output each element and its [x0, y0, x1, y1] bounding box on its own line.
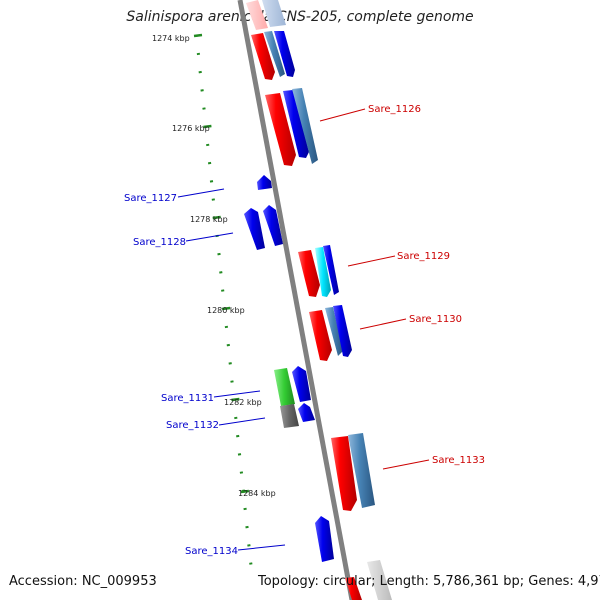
- gene-arrow-sare-1129-b: [315, 247, 331, 297]
- genome-backbone: [237, 0, 355, 600]
- minor-tick: [202, 107, 206, 110]
- leader-sare-1129: [347, 255, 396, 267]
- gene-labels: Sare_1126 Sare_1127 Sare_1128 Sare_1129 …: [124, 104, 485, 557]
- leader-sare-1126: [319, 108, 366, 122]
- minor-tick: [226, 343, 230, 347]
- leader-sare-1134: [237, 544, 286, 551]
- gene-arrow-sare-1125-c: [274, 31, 295, 77]
- minor-tick: [228, 362, 232, 365]
- major-tick-track: [193, 33, 250, 494]
- gene-arrow-sare-1128-a: [244, 208, 265, 250]
- major-tick: [203, 124, 212, 129]
- map-title: Salinispora arenicola CNS-205, complete …: [126, 9, 474, 25]
- major-tick: [231, 397, 240, 402]
- gene-arrow-sare-1126-b: [283, 90, 309, 158]
- minor-tick: [230, 380, 234, 383]
- leader-sare-1132: [218, 417, 266, 426]
- minor-tick: [209, 180, 214, 183]
- major-tick: [240, 489, 250, 494]
- gene-arrow-sare-1133-a: [331, 436, 357, 511]
- tick-label-1274: 1274 kbp: [152, 34, 190, 43]
- gene-label-sare-1128[interactable]: Sare_1128: [133, 237, 186, 248]
- leader-sare-1127: [177, 188, 225, 198]
- gene-label-sare-1134[interactable]: Sare_1134: [185, 546, 238, 557]
- gene-arrow-bottom-pale-a: [367, 560, 392, 600]
- reverse-genes: [244, 175, 334, 562]
- gene-arrow-sare-1125-b: [264, 31, 285, 77]
- tick-label-1282: 1282 kbp: [224, 398, 262, 407]
- minor-tick: [207, 161, 212, 165]
- gene-arrow-sare-1131-a: [274, 368, 295, 406]
- gene-arrow-top-pale-a: [246, 0, 268, 30]
- gene-label-sare-1132[interactable]: Sare_1132: [166, 420, 219, 431]
- gene-label-sare-1129[interactable]: Sare_1129: [397, 251, 450, 262]
- gene-arrow-bottom-red: [345, 577, 362, 600]
- gene-arrow-sare-1128-b: [263, 205, 283, 246]
- gene-label-sare-1126[interactable]: Sare_1126: [368, 104, 421, 115]
- gene-arrow-sare-1127: [257, 175, 272, 190]
- gene-arrow-sare-1133-b: [348, 433, 375, 508]
- minor-tick: [221, 289, 225, 292]
- gene-arrow-sare-1132-a: [280, 404, 299, 428]
- minor-tick: [236, 434, 240, 438]
- forward-genes: [246, 0, 392, 600]
- leader-sare-1130: [359, 318, 407, 330]
- minor-tick: [239, 471, 244, 474]
- minor-tick: [249, 562, 253, 565]
- genome-summary: Topology: circular; Length: 5,786,361 bp…: [258, 574, 600, 589]
- tick-label-1280: 1280 kbp: [207, 306, 245, 315]
- gene-arrow-sare-1129-c: [323, 245, 339, 295]
- major-tick: [212, 215, 221, 220]
- minor-tick: [211, 198, 215, 201]
- minor-tick: [219, 271, 223, 274]
- tick-label-1276: 1276 kbp: [172, 124, 210, 133]
- gene-arrow-sare-1130-c: [333, 305, 352, 357]
- minor-tick: [217, 252, 221, 256]
- minor-tick: [224, 325, 229, 329]
- gene-arrow-sare-1126-c: [292, 88, 318, 164]
- minor-tick: [206, 143, 210, 147]
- gene-label-sare-1127[interactable]: Sare_1127: [124, 193, 177, 204]
- gene-arrow-sare-1126-a: [265, 93, 296, 166]
- gene-label-sare-1130[interactable]: Sare_1130: [409, 314, 462, 325]
- leader-sare-1128: [185, 232, 234, 242]
- gene-arrow-top-pale-b: [262, 0, 286, 27]
- minor-tick: [234, 416, 238, 420]
- minor-tick: [245, 525, 249, 529]
- tick-labels: 1274 kbp 1276 kbp 1278 kbp 1280 kbp 1282…: [152, 34, 276, 498]
- gene-arrow-sare-1134: [315, 516, 334, 562]
- gene-arrow-sare-1131-b: [292, 366, 311, 402]
- tick-label-1284: 1284 kbp: [238, 489, 276, 498]
- minor-tick: [237, 453, 242, 456]
- minor-tick: [243, 507, 247, 511]
- gene-arrow-sare-1129-a: [298, 250, 320, 297]
- leader-sare-1131: [213, 390, 261, 398]
- minor-tick: [247, 544, 251, 547]
- tick-label-1278: 1278 kbp: [190, 215, 228, 224]
- accession-label: Accession: NC_009953: [9, 574, 157, 589]
- gene-arrow-sare-1130-b: [325, 307, 343, 356]
- minor-tick: [196, 52, 201, 56]
- gene-arrow-sare-1125-a: [251, 33, 275, 80]
- major-tick: [193, 33, 203, 38]
- major-tick: [221, 306, 231, 311]
- leader-sare-1133: [382, 459, 430, 470]
- gene-label-sare-1131[interactable]: Sare_1131: [161, 393, 214, 404]
- gene-label-sare-1133[interactable]: Sare_1133: [432, 455, 485, 466]
- gene-arrow-sare-1130-a: [309, 310, 332, 361]
- minor-tick-track: [194, 34, 253, 565]
- label-leaders: [177, 108, 430, 551]
- minor-tick: [200, 89, 204, 92]
- minor-tick: [198, 70, 202, 74]
- gene-arrow-sare-1132-b: [298, 403, 315, 422]
